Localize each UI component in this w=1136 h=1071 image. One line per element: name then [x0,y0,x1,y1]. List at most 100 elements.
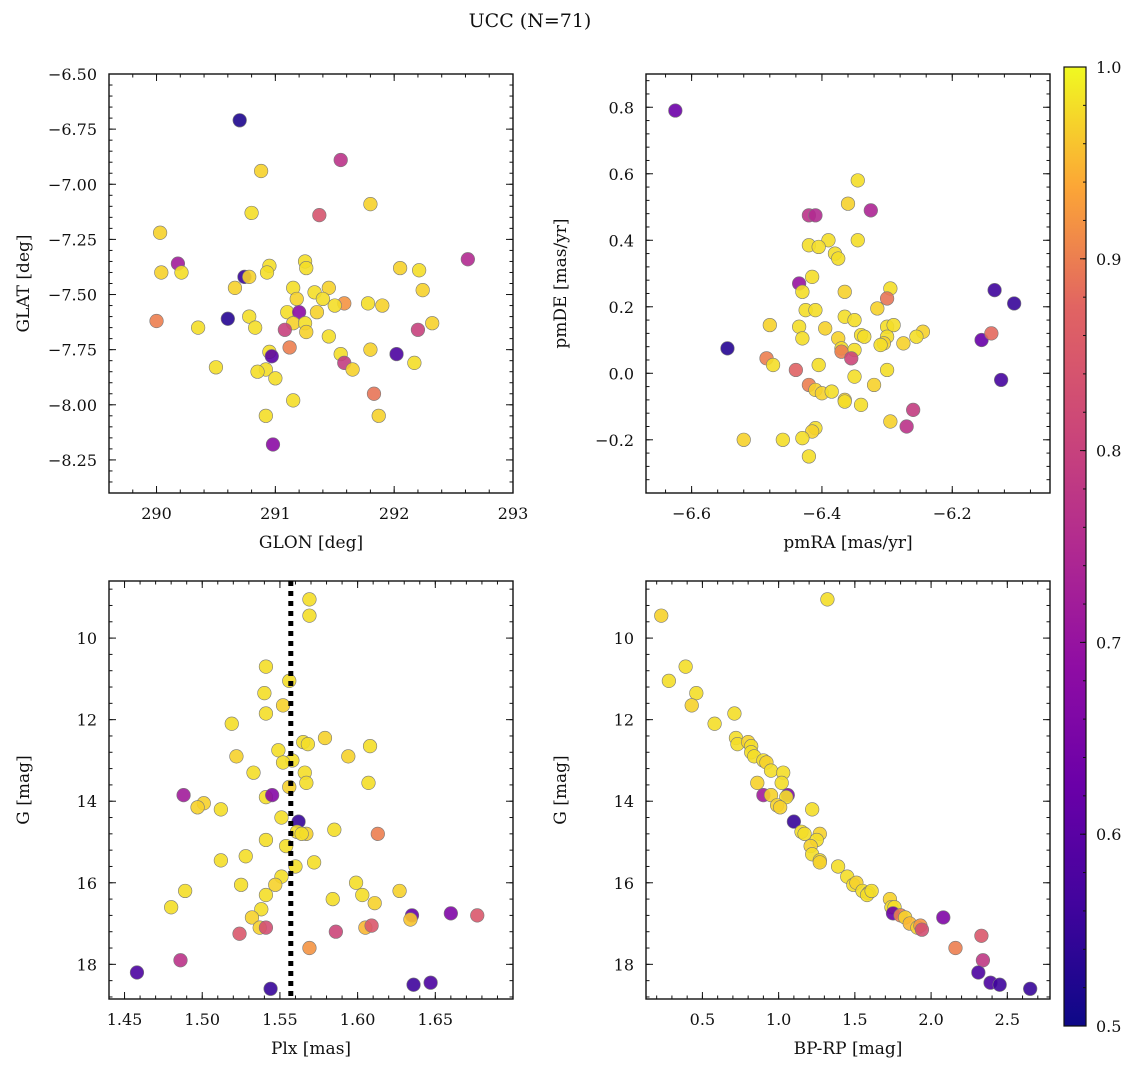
data-point [909,329,924,344]
data-point [668,103,683,118]
data-point [282,340,297,355]
data-point [375,298,390,313]
data-point [762,317,777,333]
data-point [265,437,281,452]
data-point [129,965,145,980]
colorbar-gradient [1063,66,1087,1027]
data-point [345,362,360,377]
panel-plx_g: 1.45 1.50 1.55 1.60 1.65 10 12 14 16 18 Plx [mas] G… [14,580,514,1059]
data-point [879,291,895,306]
data-point [403,912,418,927]
data-point [360,296,376,311]
data-point [233,877,249,892]
data-point [886,317,901,333]
data-point [797,826,812,841]
y-tick-label: 14 [614,792,634,811]
data-point [407,355,422,370]
data-point [173,953,188,968]
y-tick-label: −7.50 [48,286,97,305]
data-point [264,349,279,364]
data-point [274,810,289,825]
data-point [302,608,317,623]
data-point [393,260,408,276]
y-tick-label: 0.2 [609,298,634,317]
y-tick-label: 12 [614,711,634,730]
data-point [774,775,789,790]
data-point [821,233,836,248]
data-point [830,859,846,874]
data-point [348,875,364,890]
data-point [812,855,827,870]
data-point [994,372,1009,388]
data-point [299,775,314,790]
y-axis-label: pmDE [mas/yr] [551,218,571,348]
data-point [844,351,859,366]
data-point [152,225,168,240]
data-point [736,432,751,447]
x-tick-label: 291 [260,504,291,523]
data-point [154,265,169,280]
data-point [820,592,835,607]
data-point [190,800,205,815]
data-point [788,362,803,378]
x-tick-label: 1.50 [184,1010,220,1029]
data-point [707,716,722,731]
data-point [831,251,846,266]
y-tick-label: −6.75 [48,120,97,139]
data-point [834,344,849,359]
data-point [289,291,304,307]
data-point [224,716,239,731]
data-point [362,739,378,754]
plot-frame [108,580,514,1000]
data-point [370,826,385,841]
data-point [268,371,283,386]
data-point [899,419,914,434]
data-point [213,853,228,868]
y-tick-label: 16 [77,874,97,893]
x-tick-label: 293 [498,504,529,523]
data-point [914,922,930,937]
data-point [873,337,888,353]
x-tick-label: 0.5 [690,1010,715,1029]
data-point [684,698,699,713]
data-point [371,408,386,423]
data-point [847,369,862,384]
data-point [302,592,317,607]
data-point [824,384,839,399]
data-point [795,331,810,346]
data-point [808,303,823,318]
data-point [847,312,862,328]
x-tick-label: 290 [141,504,172,523]
data-point [257,686,272,701]
y-tick-label: −7.25 [48,230,97,249]
data-point [1007,296,1022,311]
data-point [805,424,820,439]
data-point [984,326,999,341]
data-point [244,910,260,925]
data-point [805,802,820,817]
data-point [286,393,301,408]
x-tick-label: 2.0 [918,1010,943,1029]
colorbar-tick-label: 1.0 [1096,58,1121,77]
data-point [443,906,458,921]
data-point [720,341,735,356]
data-point [232,926,247,941]
y-tick-label: −6.50 [48,65,97,84]
data-point [367,896,382,911]
data-point [246,765,261,780]
data-point [300,737,315,752]
data-point [818,321,833,336]
data-point [333,152,348,168]
data-point [227,280,243,296]
data-point [149,313,164,329]
panel-glon_glat: 290 291 292 293 −6.50 −6.75 −7.00 −7.25 −7.50 −7.… [14,65,528,553]
data-point [423,975,438,990]
data-point [302,940,317,956]
data-point [364,918,379,933]
colorbar-tick-label: 0.6 [1096,825,1121,844]
data-point [164,900,179,915]
data-point [801,449,817,464]
data-point [250,364,265,379]
data-point [275,698,291,713]
data-point [392,883,407,899]
